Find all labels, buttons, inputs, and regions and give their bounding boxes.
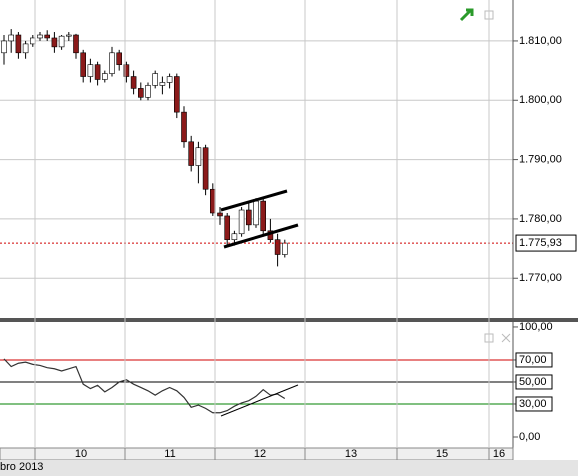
rsi-line xyxy=(3,358,286,414)
candle-body xyxy=(231,233,238,240)
candle-body xyxy=(217,212,223,217)
date-label: bro 2013 xyxy=(0,461,43,473)
candle-body xyxy=(116,52,122,65)
candle-body xyxy=(58,35,65,48)
candle-body xyxy=(195,147,202,166)
x-tick-label: 12 xyxy=(254,448,266,460)
y-tick-label: 100,00 xyxy=(519,321,553,333)
close-icon[interactable] xyxy=(501,333,511,343)
candle-body xyxy=(166,76,173,83)
candle-body xyxy=(145,85,151,98)
candle-body xyxy=(188,141,194,166)
candle-body xyxy=(274,239,281,255)
y-tick-label: 50,00 xyxy=(519,376,547,388)
candle-body xyxy=(246,209,252,226)
candle-body xyxy=(37,34,43,39)
candle-body xyxy=(80,52,86,77)
x-tick-label: 10 xyxy=(75,448,87,460)
candle-body xyxy=(22,43,29,54)
candle-body xyxy=(202,147,209,190)
candle-body xyxy=(1,40,7,54)
panel-separator xyxy=(0,318,578,322)
candle-body xyxy=(138,88,144,98)
candle-body xyxy=(51,37,58,48)
candle-body xyxy=(260,200,267,232)
candle-body xyxy=(109,52,115,74)
candle-body xyxy=(8,34,14,42)
date-bar xyxy=(0,460,578,476)
candle-body xyxy=(130,76,137,89)
y-tick-label: 1.770,00 xyxy=(519,272,562,284)
trendline xyxy=(220,384,299,417)
y-tick-label: 1.790,00 xyxy=(519,153,562,165)
level-label-box xyxy=(515,352,553,368)
candle-body xyxy=(15,34,22,54)
candle-body xyxy=(44,34,51,39)
x-tick-label: 16 xyxy=(493,448,505,460)
candle-body xyxy=(224,215,230,240)
last-price-box xyxy=(515,234,577,252)
candle-body xyxy=(159,82,166,86)
candle-body xyxy=(238,209,245,235)
y-tick-label: 1.780,00 xyxy=(519,213,562,225)
candle-body xyxy=(181,111,187,143)
expand-icon[interactable] xyxy=(459,8,474,22)
y-tick-label: 1.810,00 xyxy=(519,35,562,47)
level-label-box xyxy=(515,374,553,390)
trendline xyxy=(223,223,299,249)
y-tick-label: 70,00 xyxy=(519,354,547,366)
y-tick-label: 0,00 xyxy=(519,431,540,443)
candle-body xyxy=(281,242,288,255)
trendline xyxy=(220,189,288,212)
last-price-label: 1.775,93 xyxy=(519,237,562,249)
candle-body xyxy=(87,64,94,77)
price-panel xyxy=(0,29,513,279)
candle-body xyxy=(66,34,72,37)
candle-body xyxy=(73,34,79,54)
candle-body xyxy=(102,73,108,80)
x-tick-label: 11 xyxy=(164,448,175,460)
x-tick-label: 15 xyxy=(436,448,448,460)
level-label-box xyxy=(515,396,553,412)
x-tick-label: 13 xyxy=(345,448,357,460)
y-tick-label: 1.800,00 xyxy=(519,94,562,106)
candle-body xyxy=(94,64,101,80)
candle-body xyxy=(253,200,259,226)
candle-body xyxy=(174,76,180,113)
rsi-panel xyxy=(0,358,513,414)
candle-body xyxy=(123,64,130,77)
y-tick-label: 30,00 xyxy=(519,398,547,410)
candle-body xyxy=(152,73,158,86)
